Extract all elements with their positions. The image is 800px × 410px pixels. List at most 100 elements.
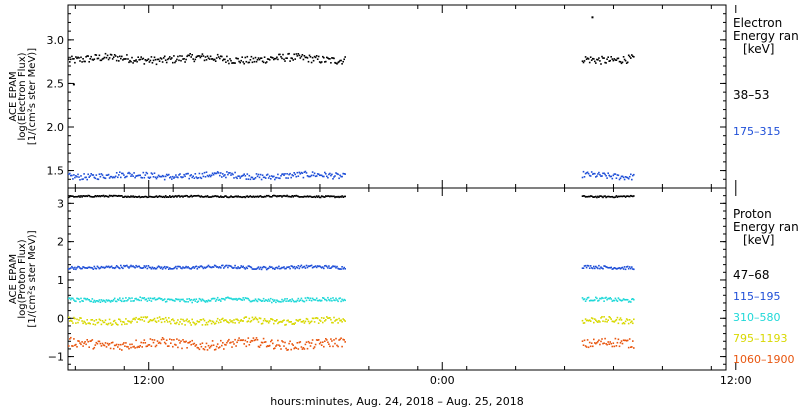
- data-point: [327, 57, 329, 59]
- data-point: [234, 171, 236, 174]
- data-point: [585, 319, 588, 322]
- data-point: [202, 348, 205, 350]
- data-point: [623, 58, 626, 61]
- data-point: [209, 196, 212, 198]
- data-point: [627, 267, 630, 270]
- data-point: [274, 57, 276, 60]
- data-point: [168, 345, 170, 347]
- data-point: [70, 319, 72, 322]
- data-point: [596, 341, 598, 344]
- data-point: [328, 265, 330, 267]
- data-point: [163, 55, 166, 58]
- data-point: [613, 58, 616, 60]
- data-point: [623, 266, 626, 268]
- data-point: [624, 320, 627, 323]
- data-point: [311, 297, 314, 300]
- data-point: [103, 177, 106, 179]
- data-point: [162, 338, 165, 340]
- data-point: [226, 55, 228, 58]
- data-point: [253, 60, 256, 63]
- data-point: [605, 266, 607, 268]
- data-point: [113, 267, 116, 270]
- data-point: [265, 268, 268, 271]
- data-point: [91, 298, 94, 300]
- data-point: [336, 265, 338, 268]
- data-point: [313, 55, 316, 58]
- data-point: [302, 196, 305, 198]
- data-point: [608, 316, 610, 318]
- data-point: [147, 297, 150, 300]
- data-point: [292, 344, 294, 346]
- data-point: [274, 299, 276, 301]
- data-point: [310, 342, 313, 344]
- data-point: [318, 265, 321, 267]
- data-point: [311, 266, 314, 269]
- data-point: [137, 265, 139, 268]
- data-point: [262, 176, 265, 179]
- data-point: [192, 195, 194, 197]
- data-point: [205, 300, 208, 302]
- data-point: [159, 195, 162, 198]
- data-point: [72, 195, 74, 197]
- data-point: [298, 319, 301, 321]
- data-point: [285, 300, 287, 302]
- data-point: [195, 298, 198, 300]
- data-point: [277, 267, 279, 270]
- data-point: [233, 319, 235, 321]
- data-point: [581, 297, 584, 299]
- data-point: [189, 174, 191, 177]
- data-point: [341, 175, 343, 178]
- data-point: [237, 298, 239, 300]
- data-point: [102, 194, 105, 197]
- data-point: [306, 347, 309, 350]
- data-point: [144, 342, 147, 344]
- data-point: [332, 57, 334, 59]
- data-point: [130, 175, 132, 177]
- data-point: [194, 195, 197, 197]
- data-point: [158, 195, 161, 197]
- data-point: [242, 320, 244, 322]
- data-point: [92, 196, 95, 198]
- data-point: [121, 349, 123, 351]
- data-point: [207, 57, 210, 59]
- data-point: [612, 320, 615, 323]
- data-point: [250, 300, 253, 303]
- data-point: [322, 341, 324, 343]
- data-point: [284, 173, 286, 175]
- data-point: [312, 196, 315, 198]
- data-point: [336, 344, 338, 347]
- data-point: [176, 58, 178, 61]
- data-point: [152, 196, 155, 198]
- data-point: [187, 301, 189, 303]
- data-point: [585, 58, 588, 60]
- data-point: [154, 176, 157, 179]
- data-point: [339, 268, 341, 270]
- data-point: [101, 342, 104, 345]
- data-point: [171, 178, 173, 180]
- data-point: [333, 176, 335, 178]
- data-point: [244, 56, 247, 59]
- data-point: [216, 195, 219, 197]
- data-point: [222, 59, 224, 62]
- data-point: [610, 318, 612, 320]
- data-point: [605, 296, 607, 299]
- data-point: [180, 176, 182, 178]
- data-point: [319, 266, 322, 268]
- data-point: [127, 172, 129, 175]
- data-point: [222, 342, 224, 344]
- data-point: [122, 59, 124, 61]
- data-point: [288, 52, 290, 55]
- data-point: [621, 299, 624, 302]
- data-point: [286, 173, 288, 175]
- data-point: [299, 299, 302, 301]
- data-point: [314, 175, 317, 178]
- data-point: [122, 172, 124, 175]
- data-point: [314, 317, 317, 319]
- data-point: [101, 195, 104, 197]
- data-point: [77, 340, 79, 342]
- data-point: [136, 321, 138, 323]
- data-point: [90, 266, 92, 269]
- data-point: [333, 57, 335, 60]
- data-point: [334, 299, 336, 302]
- data-point: [143, 320, 146, 322]
